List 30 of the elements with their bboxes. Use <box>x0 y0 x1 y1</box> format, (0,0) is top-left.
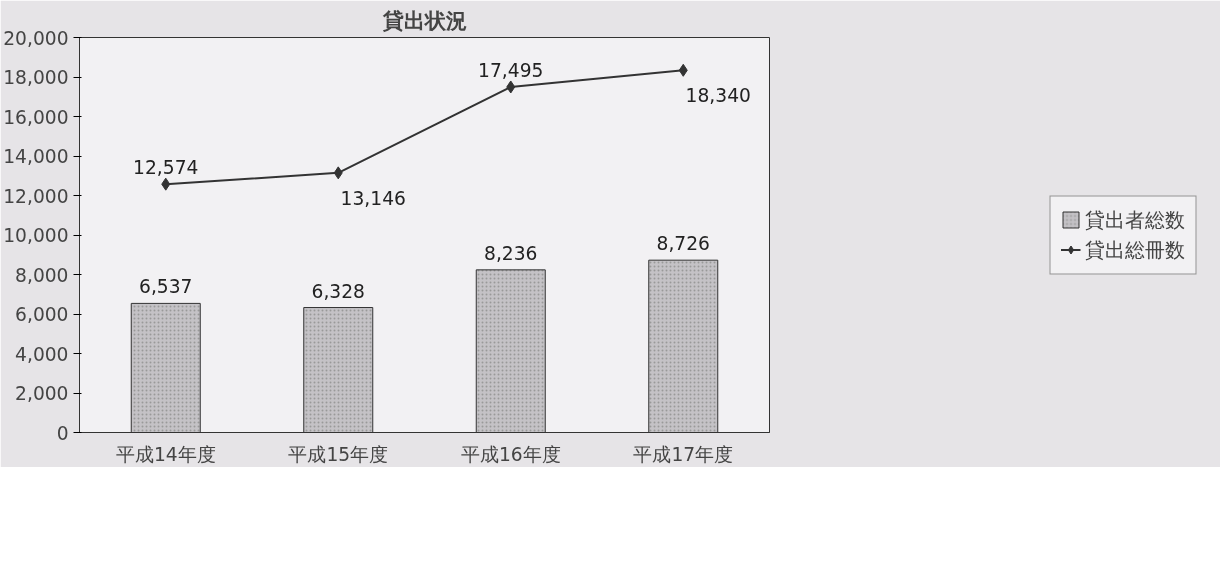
x-tick-label: 平成16年度 <box>460 443 561 465</box>
y-tick-label: 12,000 <box>3 185 69 207</box>
point <box>506 80 516 94</box>
x-tick-label: 平成14年度 <box>115 443 216 465</box>
x-tick-label: 平成17年度 <box>633 443 734 465</box>
y-tick-label: 0 <box>56 422 69 444</box>
y-tick-label: 8,000 <box>15 264 69 286</box>
point <box>678 63 688 77</box>
point <box>333 166 343 180</box>
y-tick-label: 10,000 <box>3 225 69 246</box>
y-tick-label: 16,000 <box>3 106 69 128</box>
y-tick-label: 18,000 <box>3 67 69 88</box>
point <box>161 177 171 191</box>
data-label: 6,537 <box>139 276 193 298</box>
data-label: 18,340 <box>685 85 751 107</box>
data-label: 8,726 <box>656 233 710 255</box>
legend-label: 貸出総冊数 <box>1085 236 1185 263</box>
data-label: 12,574 <box>133 157 199 179</box>
x-tick-label: 平成15年度 <box>288 443 389 465</box>
y-tick-label: 14,000 <box>3 146 69 167</box>
y-tick-label: 20,000 <box>3 27 69 49</box>
data-label: 17,495 <box>478 59 544 81</box>
y-tick-label: 2,000 <box>15 383 69 404</box>
y-tick-label: 6,000 <box>15 304 69 325</box>
data-label: 8,236 <box>484 242 538 264</box>
legend-label: 貸出者総数 <box>1085 206 1185 233</box>
y-tick-label: 4,000 <box>15 343 69 365</box>
data-label: 13,146 <box>340 187 406 209</box>
chart-title: 貸出状況 <box>381 7 467 33</box>
data-label: 6,328 <box>311 280 365 302</box>
